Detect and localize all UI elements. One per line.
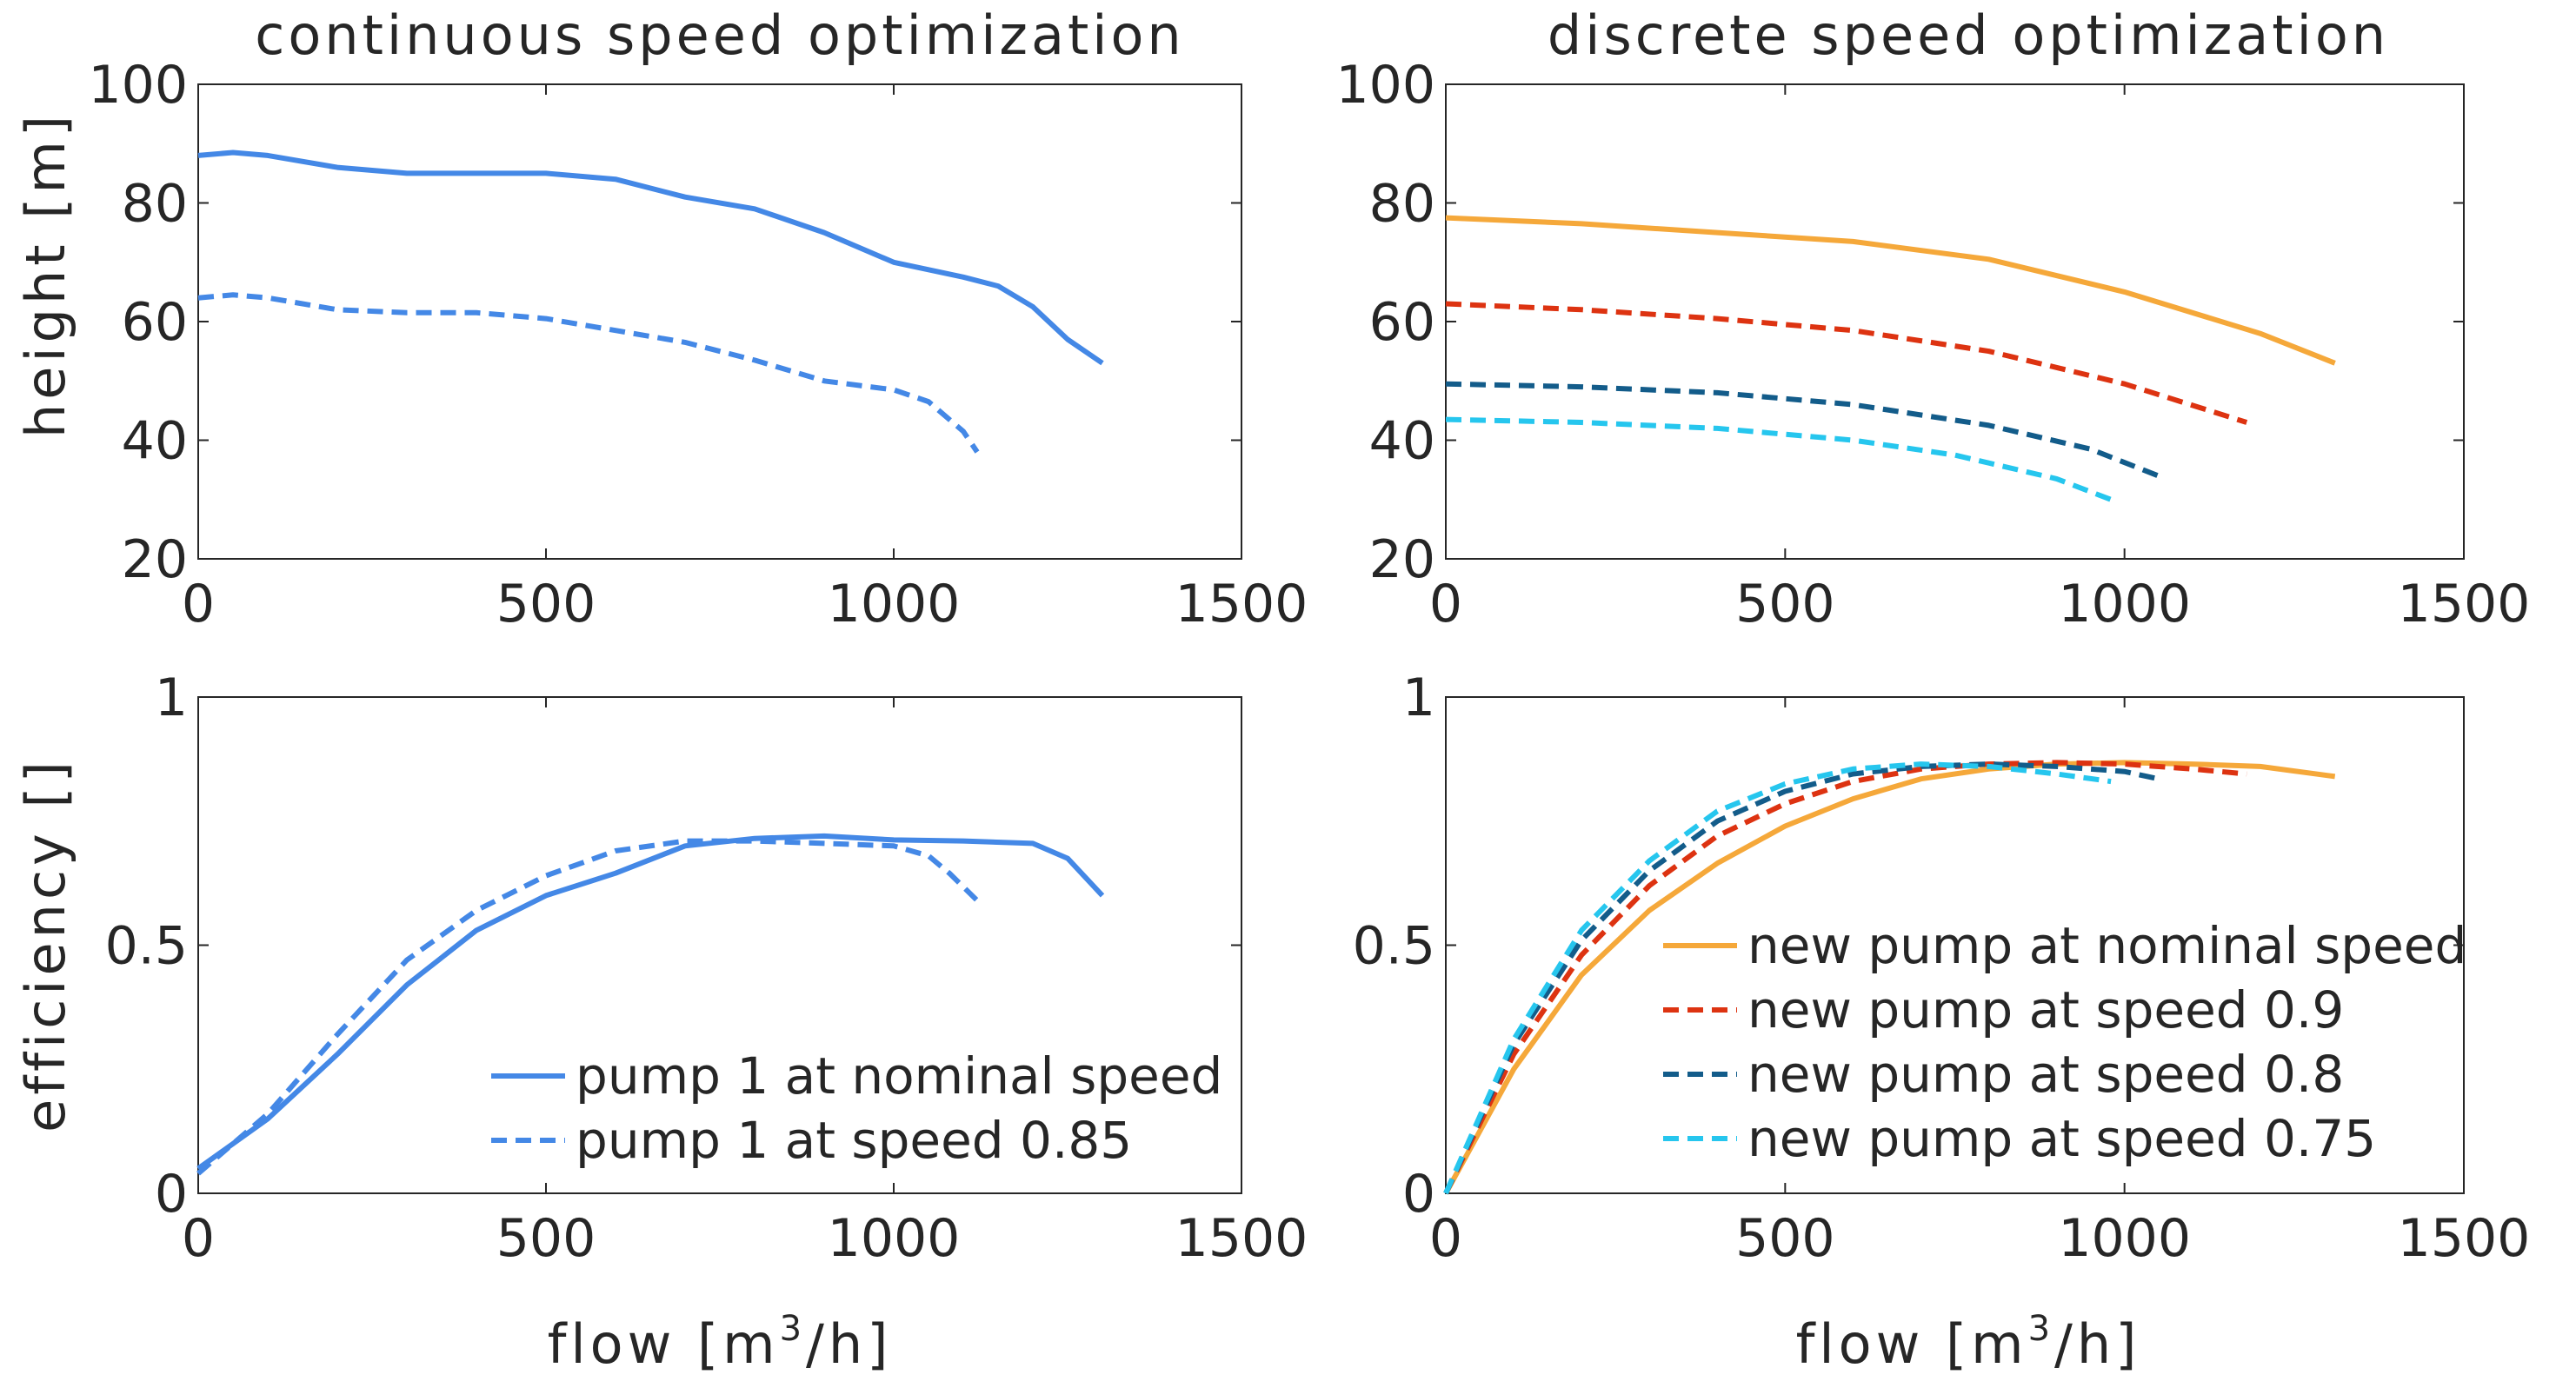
series-line-2 [196, 838, 980, 1176]
legend-label: new pump at nominal speed [1747, 916, 2466, 975]
panel-efficiency-discrete: 0 500 1000 1500 0 0.5 1 new pump at nominal spe… [1353, 667, 2531, 1269]
y-tick-label: 100 [1335, 55, 1435, 116]
y-tick-label: 100 [88, 55, 188, 116]
x-tick-label: 1500 [2398, 1208, 2531, 1269]
x-tick-label: 1500 [1175, 574, 1308, 634]
y-tick-label: 20 [122, 529, 188, 590]
y-tick-label: 1 [1402, 667, 1435, 728]
series-line-4 [1443, 761, 2112, 1195]
xlabel-left-prefix: flow [m [548, 1312, 780, 1376]
series-line-1 [197, 149, 1104, 366]
xlabel-right-prefix: flow [m [1796, 1312, 2028, 1376]
x-tick-label: 0 [182, 1208, 215, 1269]
y-tick-label: 80 [122, 174, 188, 235]
xlabel-right-sup: 3 [2028, 1309, 2054, 1349]
x-tick-label: 1000 [2058, 1208, 2191, 1269]
series-line-1 [1445, 215, 2336, 366]
legend-label: new pump at speed 0.75 [1747, 1109, 2376, 1168]
ylabel-efficiency: efficiency [] [14, 757, 77, 1132]
x-tick-label: 0 [1429, 574, 1462, 634]
series-line-4 [1445, 416, 2113, 502]
y-tick-label: 0 [155, 1164, 188, 1225]
x-tick-label: 500 [1735, 1208, 1835, 1269]
legend-label: pump 1 at nominal speed [576, 1046, 1222, 1106]
y-tick-label: 60 [1369, 292, 1435, 353]
x-tick-label: 1000 [828, 574, 961, 634]
series-line-2 [1443, 760, 2247, 1195]
panel-efficiency-continuous: 0 500 1000 1500 0 0.5 1 pump 1 at nominal speed… [105, 667, 1308, 1269]
xlabel-flow-left: flow [m3/h] [548, 1309, 893, 1376]
panel-height-continuous: 0 500 1000 1500 20 40 60 80 100 [88, 55, 1308, 634]
x-tick-label: 1000 [2058, 574, 2191, 634]
xlabel-left-sup: 3 [780, 1309, 806, 1349]
x-tick-label: 0 [1429, 1208, 1462, 1269]
series-line-2 [197, 292, 980, 454]
y-tick-label: 60 [122, 292, 188, 353]
y-tick-label: 0.5 [1353, 916, 1435, 977]
ylabel-height: height [m] [14, 111, 77, 438]
x-tick-label: 500 [1735, 574, 1835, 634]
legend-label: new pump at speed 0.8 [1747, 1045, 2344, 1104]
panel-height-discrete: 0 500 1000 1500 20 40 60 80 100 [1335, 55, 2530, 634]
series-line-1 [1443, 760, 2336, 1195]
x-tick-label: 1500 [2398, 574, 2531, 634]
x-tick-label: 1000 [828, 1208, 961, 1269]
series-line-2 [1445, 301, 2248, 425]
x-tick-label: 500 [496, 1208, 596, 1269]
legend-label: new pump at speed 0.9 [1747, 980, 2344, 1039]
y-tick-label: 20 [1369, 529, 1435, 590]
x-tick-label: 1500 [1175, 1208, 1308, 1269]
xlabel-left-suffix: /h] [806, 1312, 892, 1376]
legend-label: pump 1 at speed 0.85 [576, 1111, 1132, 1170]
y-tick-label: 80 [1369, 174, 1435, 235]
y-tick-label: 40 [1369, 411, 1435, 472]
series-line-3 [1443, 761, 2160, 1195]
series-line-3 [1445, 381, 2160, 479]
series-line-1 [196, 833, 1105, 1171]
x-tick-label: 0 [182, 574, 215, 634]
y-tick-label: 1 [155, 667, 188, 728]
y-tick-label: 40 [122, 411, 188, 472]
x-tick-label: 500 [496, 574, 596, 634]
y-tick-label: 0 [1402, 1164, 1435, 1225]
xlabel-flow-right: flow [m3/h] [1796, 1309, 2141, 1376]
y-tick-label: 0.5 [105, 916, 188, 977]
title-left: continuous speed optimization [255, 3, 1184, 67]
xlabel-right-suffix: /h] [2054, 1312, 2140, 1376]
title-right: discrete speed optimization [1548, 3, 2389, 67]
